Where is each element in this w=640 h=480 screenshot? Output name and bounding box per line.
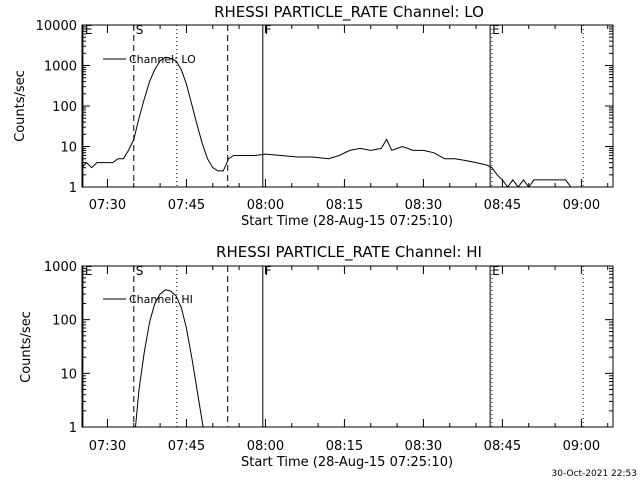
x-tick-label: 08:15 [326,439,363,454]
x-tick-label: 08:15 [326,198,363,213]
x-tick-label: 07:45 [168,198,205,213]
event-marker-label: F [265,264,272,278]
x-tick-label: 07:30 [89,198,126,213]
y-tick-label: 1 [69,421,77,436]
footer-timestamp: 30-Oct-2021 22:53 [552,469,637,479]
x-tick-label: 09:00 [563,198,600,213]
y-tick-label: 1000 [44,60,77,75]
x-tick-label: 08:45 [484,198,521,213]
chart-title: RHESSI PARTICLE_RATE Channel: LO [214,3,484,22]
y-tick-label: 100 [52,100,77,115]
x-tick-label: 08:00 [247,439,284,454]
event-marker-label: S [136,23,144,37]
event-marker-label: S [136,264,144,278]
y-tick-label: 100 [52,314,77,329]
x-tick-label: 07:30 [89,439,126,454]
event-marker-label: E [492,23,500,37]
x-tick-label: 08:00 [247,198,284,213]
x-tick-label: 08:45 [484,439,521,454]
x-axis-label: Start Time (28-Aug-15 07:25:10) [241,214,453,229]
y-axis-label: Counts/sec [13,70,28,142]
y-tick-label: 1000 [44,260,77,275]
y-tick-label: 10000 [36,19,77,34]
x-tick-label: 08:30 [405,198,442,213]
legend-label: Channel: LO [129,53,196,66]
legend: Channel: LO [103,53,196,66]
x-tick-label: 09:00 [563,439,600,454]
y-axis-label: Counts/sec [19,311,34,383]
axes: 1 10 100 1000 10000 07:30 07:45 08:00 08:15 08:30… [36,19,613,213]
event-marker-label: E [85,23,93,37]
event-marker-label: E [492,264,500,278]
legend: Channel: HI [103,293,193,306]
y-tick-label: 1 [69,181,77,196]
data-series-line [81,56,608,188]
y-tick-label: 10 [60,141,77,156]
axes: 1 10 100 1000 07:30 07:45 08:00 08:15 08:30 08:45… [44,260,613,454]
plot-frame [81,24,614,188]
chart-title: RHESSI PARTICLE_RATE Channel: HI [216,243,482,262]
x-tick-label: 07:45 [168,439,205,454]
legend-label: Channel: HI [129,293,193,306]
event-marker-label: F [265,23,272,37]
x-axis-label: Start Time (28-Aug-15 07:25:10) [241,455,453,470]
data-series-line [135,289,204,428]
plot-frame [81,265,614,428]
panel-lo: RHESSI PARTICLE_RATE Channel: LO 1101001… [13,3,614,229]
y-tick-label: 10 [60,367,77,382]
panel-hi: RHESSI PARTICLE_RATE Channel: HI 1101001… [19,243,614,470]
event-marker-label: E [85,264,93,278]
x-tick-label: 08:30 [405,439,442,454]
